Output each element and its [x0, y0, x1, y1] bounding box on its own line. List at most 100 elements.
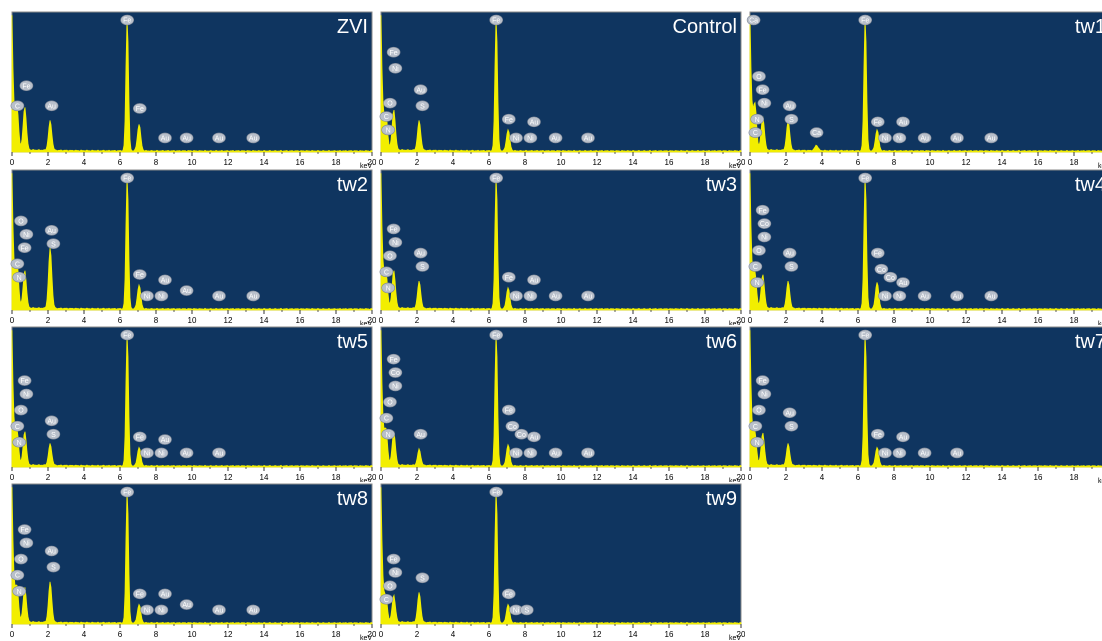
- element-label: Fe: [858, 14, 872, 26]
- svg-text:Fe: Fe: [861, 333, 869, 340]
- x-tick-label: 10: [557, 473, 566, 482]
- x-tick-label: 4: [451, 316, 456, 325]
- x-tick-label: 2: [415, 473, 420, 482]
- x-tick-label: 18: [1070, 473, 1079, 482]
- svg-text:Co: Co: [760, 221, 769, 228]
- x-tick-label: 4: [451, 473, 456, 482]
- element-label: Fe: [133, 269, 147, 280]
- x-tick-label: 18: [701, 316, 710, 325]
- element-label: N: [381, 124, 395, 136]
- x-tick-label: 2: [415, 316, 420, 325]
- x-tick-label: 6: [856, 158, 861, 167]
- svg-text:Au: Au: [215, 294, 224, 301]
- svg-text:Fe: Fe: [21, 527, 29, 534]
- svg-text:N: N: [755, 117, 760, 124]
- element-label: Co: [757, 218, 772, 229]
- x-tick-label: 16: [1034, 316, 1043, 325]
- element-label: Au: [212, 290, 226, 302]
- svg-text:Ni: Ni: [144, 451, 151, 458]
- element-label: Fe: [386, 46, 401, 58]
- svg-text:N: N: [17, 589, 22, 596]
- x-tick-label: 8: [154, 316, 159, 325]
- x-tick-label: 2: [415, 158, 420, 167]
- svg-text:Ni: Ni: [158, 451, 165, 458]
- x-tick-label: 4: [451, 630, 456, 639]
- element-label: S: [46, 238, 61, 249]
- svg-text:Fe: Fe: [874, 432, 882, 439]
- x-tick-label: 12: [593, 316, 602, 325]
- element-label: Ca: [746, 14, 761, 26]
- element-label: Co: [388, 367, 403, 378]
- svg-text:Au: Au: [785, 251, 794, 258]
- element-label: Co: [505, 420, 520, 432]
- x-tick-label: 18: [1070, 316, 1079, 325]
- element-label: Ni: [388, 380, 403, 392]
- element-label: Ni: [509, 447, 523, 459]
- svg-text:Fe: Fe: [123, 490, 131, 497]
- svg-text:N: N: [386, 128, 391, 135]
- svg-text:Fe: Fe: [390, 50, 398, 57]
- element-label: Ni: [388, 237, 403, 248]
- x-tick-label: 4: [820, 158, 825, 167]
- x-tick-label: 20: [368, 473, 376, 482]
- svg-text:Fe: Fe: [22, 83, 30, 90]
- x-tick-label: 10: [926, 473, 935, 482]
- svg-text:Ni: Ni: [23, 541, 30, 548]
- svg-text:Co: Co: [886, 275, 895, 282]
- element-label: Fe: [133, 431, 147, 443]
- x-tick-label: 14: [260, 158, 269, 167]
- element-label: Ni: [388, 567, 403, 578]
- x-tick-label: 8: [523, 473, 528, 482]
- element-label: Ni: [878, 290, 892, 302]
- element-label: Fe: [133, 103, 147, 114]
- svg-text:S: S: [51, 241, 56, 248]
- x-tick-label: 16: [296, 158, 305, 167]
- element-label: Au: [179, 132, 194, 144]
- element-label: S: [520, 604, 534, 616]
- element-label: Fe: [755, 204, 770, 216]
- element-label: N: [381, 428, 395, 440]
- element-label: Au: [527, 116, 541, 128]
- x-tick-label: 6: [118, 473, 123, 482]
- x-tick-label: 6: [856, 473, 861, 482]
- x-tick-label: 10: [557, 630, 566, 639]
- x-tick-label: 12: [224, 473, 233, 482]
- svg-text:Au: Au: [953, 136, 962, 143]
- element-label: Ni: [140, 290, 154, 302]
- element-label: S: [46, 561, 61, 573]
- x-tick-label: 20: [737, 316, 745, 325]
- element-label: C: [379, 266, 394, 278]
- svg-text:Co: Co: [508, 424, 517, 431]
- element-label: C: [10, 420, 25, 432]
- svg-text:Ni: Ni: [513, 294, 520, 301]
- element-label: Au: [548, 132, 563, 144]
- svg-text:C: C: [753, 130, 758, 137]
- svg-text:Ni: Ni: [527, 294, 534, 301]
- x-tick-label: 0: [10, 473, 15, 482]
- plot-background: [11, 326, 373, 468]
- svg-text:Ni: Ni: [392, 240, 399, 247]
- svg-text:Ni: Ni: [513, 136, 520, 143]
- svg-text:O: O: [18, 219, 24, 226]
- x-tick-label: 16: [665, 630, 674, 639]
- element-label: Au: [984, 132, 998, 144]
- svg-text:Au: Au: [215, 136, 224, 143]
- element-label: O: [383, 580, 397, 592]
- element-label: Ni: [892, 447, 907, 459]
- x-tick-label: 0: [379, 158, 384, 167]
- x-tick-label: 6: [487, 158, 492, 167]
- x-tick-label: 10: [188, 316, 197, 325]
- element-label: Au: [212, 604, 226, 616]
- element-label: Au: [917, 132, 932, 144]
- element-label: Fe: [386, 553, 401, 565]
- svg-text:Fe: Fe: [136, 591, 144, 598]
- x-tick-label: 14: [998, 158, 1007, 167]
- element-label: Au: [246, 290, 260, 302]
- svg-text:S: S: [789, 424, 794, 431]
- svg-text:N: N: [17, 275, 22, 282]
- svg-text:O: O: [387, 583, 393, 590]
- element-label: S: [415, 261, 430, 272]
- x-tick-label: 18: [332, 630, 341, 639]
